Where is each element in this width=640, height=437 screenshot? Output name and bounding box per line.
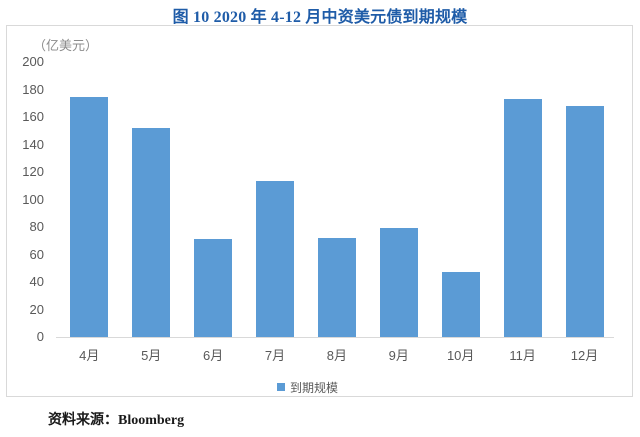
- source-name: Bloomberg: [118, 413, 185, 428]
- bar-11月: [503, 98, 542, 337]
- y-tick-label: 80: [29, 219, 44, 234]
- y-tick-label: 120: [22, 164, 44, 179]
- y-tick-label: 160: [22, 109, 44, 124]
- bar-10月: [441, 271, 480, 337]
- x-axis-line: [56, 337, 614, 338]
- bar-7月: [256, 181, 294, 337]
- bar-4月: [70, 97, 109, 337]
- y-axis-unit-label: （亿美元）: [33, 38, 99, 53]
- x-tick-label: 5月: [141, 348, 162, 363]
- x-tick-label: 6月: [202, 348, 224, 363]
- legend-label: 到期规模: [290, 380, 339, 395]
- plot-area: 0 20 40 60 80 100 120 140 160 180 200 4月 5月 6月 7月 8月 9月 1…: [7, 26, 632, 396]
- x-tick-label: 4月: [79, 348, 100, 363]
- legend-swatch-icon: [277, 383, 285, 391]
- y-tick-label: 180: [22, 81, 44, 97]
- bar-8月: [317, 237, 356, 337]
- x-tick-label: 8月: [326, 348, 347, 363]
- bar-6月: [194, 238, 233, 337]
- y-tick-label: 200: [22, 54, 44, 69]
- bar-12月: [565, 105, 604, 337]
- source-prefix: 资料来源：: [48, 413, 118, 428]
- chart-container: （亿美元） 0 20 40 60 80 100 120 140 160 180 200 4月 5月 6月 7…: [6, 25, 633, 397]
- x-tick-label: 9月: [388, 348, 409, 363]
- bar-9月: [379, 227, 418, 337]
- source-line: 资料来源：Bloomberg: [48, 409, 184, 429]
- x-tick-label: 12月: [570, 348, 599, 363]
- y-tick-label: 0: [36, 329, 44, 344]
- y-tick-label: 60: [29, 246, 44, 262]
- x-tick-label: 10月: [446, 348, 475, 363]
- legend: 到期规模: [277, 379, 338, 395]
- bar-5月: [132, 127, 171, 337]
- y-tick-label: 20: [29, 301, 44, 317]
- y-tick-label: 100: [22, 191, 44, 207]
- y-tick-label: 140: [22, 136, 44, 152]
- y-tick-label: 40: [29, 274, 44, 289]
- x-tick-label: 11月: [509, 348, 536, 363]
- figure-title: 图 10 2020 年 4-12 月中资美元债到期规模: [172, 9, 468, 26]
- x-tick-label: 7月: [264, 348, 286, 363]
